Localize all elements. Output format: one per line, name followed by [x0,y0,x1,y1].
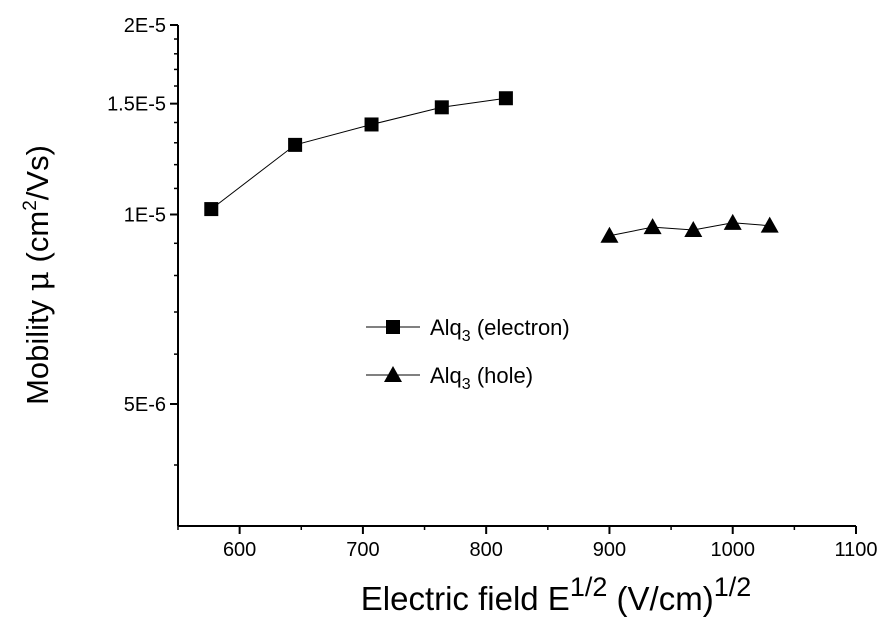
legend-label-hole: Alq3 (hole) [430,363,533,393]
series-line-0 [210,97,506,210]
x-tick-label: 900 [593,539,626,561]
x-axis-title: Electric field E1/2 (V/cm)1/2 [361,572,752,617]
legend-item-electron: Alq3 (electron) [366,315,570,345]
y-tick-label: 2E-5 [124,15,166,37]
x-tick-label: 800 [469,539,502,561]
y-tick-label: 1E-5 [124,204,166,226]
legend-item-hole: Alq3 (hole) [366,363,533,393]
legend-marker-triangle [384,366,402,382]
data-point-square [288,137,303,152]
x-tick-label: 700 [346,539,379,561]
data-point-triangle [760,216,779,233]
axes: 600 700 800 900 1000 1100 5E-6 1E-5 1.5E-5 2E-5 [107,15,877,561]
x-tick-label: 1000 [710,539,755,561]
data-point-triangle [723,213,742,230]
plot-area [204,91,779,243]
y-tick-label: 5E-6 [124,394,166,416]
data-point-square [498,91,513,106]
data-point-triangle [600,226,619,243]
x-tick-label: 1100 [834,539,877,561]
legend: Alq3 (electron) Alq3 (hole) [366,315,570,393]
data-point-square [434,100,449,115]
legend-label-electron: Alq3 (electron) [430,315,570,345]
x-tick-label: 600 [223,539,256,561]
data-point-square [204,202,219,217]
y-tick-label: 1.5E-5 [107,94,166,116]
data-point-triangle [643,218,662,235]
data-point-square [364,117,379,132]
y-axis-title: Mobility μ (cm2/Vs) [20,145,56,405]
data-point-triangle [684,220,703,237]
legend-marker-square [386,320,400,334]
